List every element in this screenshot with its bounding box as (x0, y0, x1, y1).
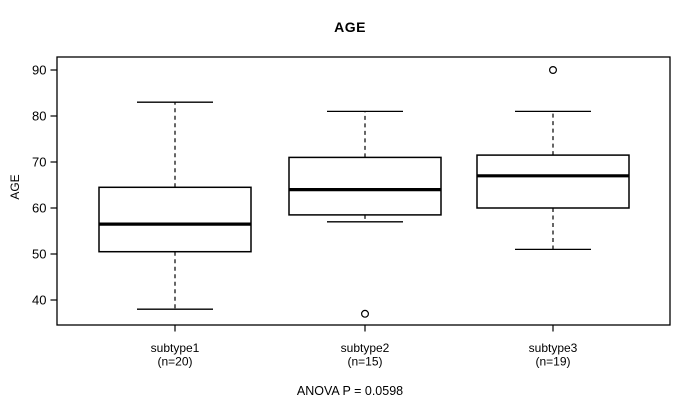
iqr-box-subtype3 (476, 154, 630, 209)
iqr-box-subtype1 (98, 186, 252, 253)
y-tick-label: 50 (32, 247, 46, 262)
y-tick-label: 40 (32, 293, 46, 308)
y-tick-label: 90 (32, 63, 46, 78)
iqr-box-subtype2 (288, 156, 442, 216)
x-category-count-label: (n=20) (157, 355, 192, 369)
x-category-label: subtype1 (151, 341, 200, 355)
x-category-label: subtype3 (529, 341, 578, 355)
anova-annotation: ANOVA P = 0.0598 (296, 384, 404, 398)
x-category-label: subtype2 (341, 341, 390, 355)
y-tick-label: 80 (32, 109, 46, 124)
plot-frame (56, 56, 671, 326)
x-category-count-label: (n=19) (535, 355, 570, 369)
chart-title: AGE (334, 19, 366, 35)
outlier-point-subtype2 (361, 309, 370, 318)
y-tick-label: 60 (32, 201, 46, 216)
y-tick-label: 70 (32, 155, 46, 170)
x-category-count-label: (n=15) (347, 355, 382, 369)
outlier-point-subtype3 (548, 65, 557, 74)
